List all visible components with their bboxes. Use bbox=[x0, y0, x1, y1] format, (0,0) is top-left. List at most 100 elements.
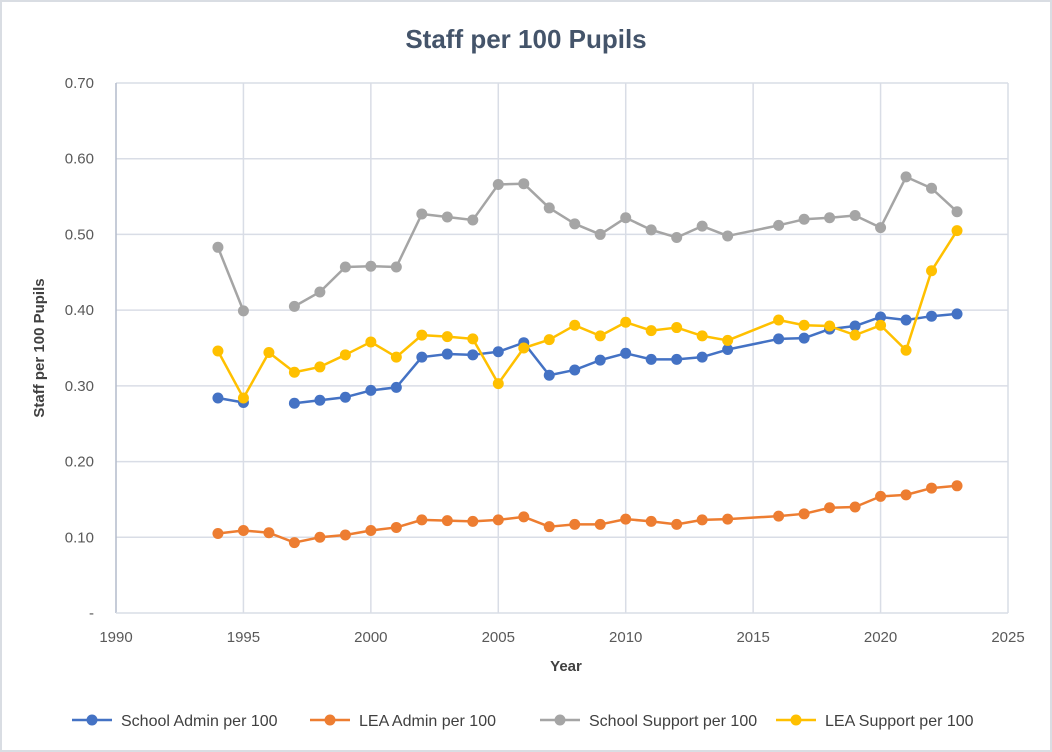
y-axis-ticks: - 0.10 0.20 0.30 0.40 0.50 0.60 0.70 bbox=[65, 75, 94, 622]
data-point bbox=[390, 381, 402, 393]
data-point bbox=[569, 518, 581, 530]
series-school-support-per-100 bbox=[212, 171, 963, 317]
series-lea-support-per-100 bbox=[212, 225, 963, 404]
data-point bbox=[314, 286, 326, 298]
y-tick-label: 0.70 bbox=[65, 75, 94, 92]
x-tick-label: 2015 bbox=[736, 629, 769, 646]
data-point bbox=[263, 347, 275, 359]
y-tick-label: 0.60 bbox=[65, 151, 94, 168]
data-point bbox=[671, 518, 683, 530]
chart-title: Staff per 100 Pupils bbox=[405, 24, 646, 54]
data-point bbox=[288, 366, 300, 378]
data-point bbox=[212, 528, 224, 539]
data-point bbox=[671, 322, 683, 334]
data-point bbox=[951, 308, 963, 320]
data-point bbox=[441, 211, 453, 223]
data-point bbox=[824, 212, 836, 224]
data-point bbox=[467, 515, 479, 527]
data-point bbox=[467, 349, 479, 361]
data-point bbox=[900, 489, 912, 501]
data-point bbox=[569, 319, 581, 331]
data-point bbox=[263, 527, 275, 539]
data-point bbox=[696, 514, 708, 526]
data-point bbox=[671, 353, 683, 365]
data-point bbox=[543, 521, 555, 533]
data-point bbox=[237, 392, 249, 404]
data-point bbox=[645, 515, 657, 527]
data-point bbox=[518, 511, 530, 523]
series-lea-admin-per-100 bbox=[212, 480, 963, 549]
y-tick-label: - bbox=[89, 605, 94, 622]
data-point bbox=[314, 394, 326, 406]
data-point bbox=[569, 364, 581, 376]
data-point bbox=[441, 331, 453, 343]
data-point bbox=[824, 502, 836, 514]
series-school-admin-per-100 bbox=[212, 308, 963, 409]
x-axis-title: Year bbox=[550, 658, 582, 675]
data-point bbox=[620, 347, 632, 359]
data-point bbox=[314, 531, 326, 543]
legend-item: School Support per 100 bbox=[540, 713, 757, 730]
data-point bbox=[722, 513, 734, 525]
data-point bbox=[365, 260, 377, 272]
data-point bbox=[875, 222, 887, 234]
x-tick-label: 2020 bbox=[864, 629, 897, 646]
data-point bbox=[288, 397, 300, 409]
data-point bbox=[798, 213, 810, 225]
legend-marker bbox=[86, 714, 98, 726]
data-point bbox=[467, 214, 479, 226]
data-point bbox=[645, 353, 657, 365]
data-point bbox=[212, 345, 224, 357]
data-point bbox=[543, 334, 555, 346]
data-point bbox=[951, 206, 963, 218]
data-point bbox=[339, 349, 351, 361]
data-point bbox=[569, 218, 581, 230]
legend-label: School Admin per 100 bbox=[121, 713, 278, 730]
data-point bbox=[594, 330, 606, 342]
data-point bbox=[875, 490, 887, 502]
series-line bbox=[216, 246, 245, 312]
data-point bbox=[798, 332, 810, 344]
gridlines bbox=[115, 82, 1009, 614]
y-tick-label: 0.10 bbox=[65, 529, 94, 546]
data-point bbox=[518, 342, 530, 354]
y-axis-title: Staff per 100 Pupils bbox=[31, 278, 48, 417]
legend-marker bbox=[554, 714, 566, 726]
data-point bbox=[492, 346, 504, 358]
y-tick-label: 0.30 bbox=[65, 378, 94, 395]
data-point bbox=[849, 501, 861, 513]
legend-item: LEA Admin per 100 bbox=[310, 713, 496, 730]
data-point bbox=[773, 314, 785, 326]
data-point bbox=[339, 391, 351, 403]
data-point bbox=[467, 333, 479, 345]
data-point bbox=[645, 325, 657, 337]
data-point bbox=[543, 369, 555, 381]
data-point bbox=[441, 348, 453, 360]
data-point bbox=[492, 178, 504, 190]
data-point bbox=[900, 344, 912, 356]
data-point bbox=[773, 333, 785, 345]
data-point bbox=[875, 319, 887, 331]
data-point bbox=[773, 510, 785, 522]
data-point bbox=[416, 329, 428, 341]
data-point bbox=[365, 384, 377, 396]
x-tick-label: 2010 bbox=[609, 629, 642, 646]
data-point bbox=[926, 482, 938, 494]
data-point bbox=[926, 310, 938, 322]
data-point bbox=[875, 311, 887, 323]
data-point bbox=[441, 515, 453, 527]
data-point bbox=[212, 392, 224, 404]
data-point bbox=[773, 219, 785, 231]
data-point bbox=[722, 344, 734, 356]
data-point bbox=[339, 529, 351, 541]
data-point bbox=[900, 314, 912, 326]
data-point bbox=[849, 329, 861, 341]
series-line bbox=[216, 229, 959, 400]
data-point bbox=[288, 537, 300, 549]
legend-label: LEA Admin per 100 bbox=[359, 713, 496, 730]
data-point bbox=[696, 220, 708, 232]
data-point bbox=[288, 300, 300, 312]
x-tick-label: 2000 bbox=[354, 629, 387, 646]
